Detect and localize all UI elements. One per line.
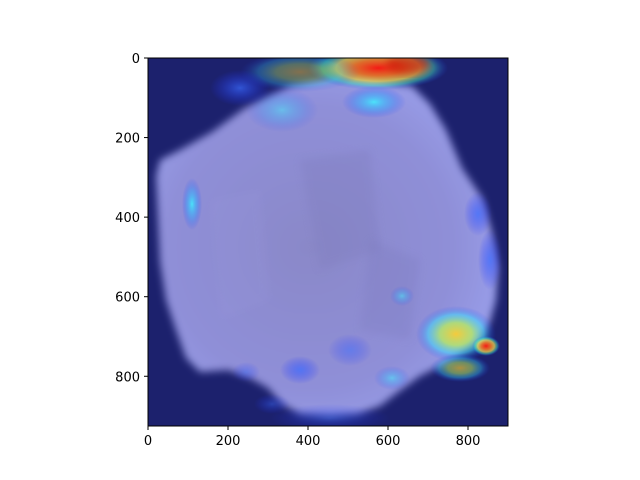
x-tick-label: 600	[376, 434, 401, 449]
x-tick-label: 200	[216, 434, 241, 449]
y-tick-label: 800	[115, 370, 140, 385]
x-tick-label: 800	[456, 434, 481, 449]
axes-frame	[147, 57, 509, 427]
x-tick-label: 0	[144, 434, 152, 449]
x-tick-label: 400	[296, 434, 321, 449]
y-tick-label: 0	[132, 52, 140, 67]
x-axis: 0 200 400 600 800	[144, 426, 481, 449]
y-tick-label: 600	[115, 291, 140, 306]
cool-spot-top	[342, 86, 406, 118]
y-axis: 0 200 400 600 800	[115, 52, 148, 385]
y-tick-label: 200	[115, 132, 140, 147]
y-tick-label: 400	[115, 211, 140, 226]
heatmap-image	[148, 58, 508, 426]
cool-spot-left	[182, 178, 202, 230]
